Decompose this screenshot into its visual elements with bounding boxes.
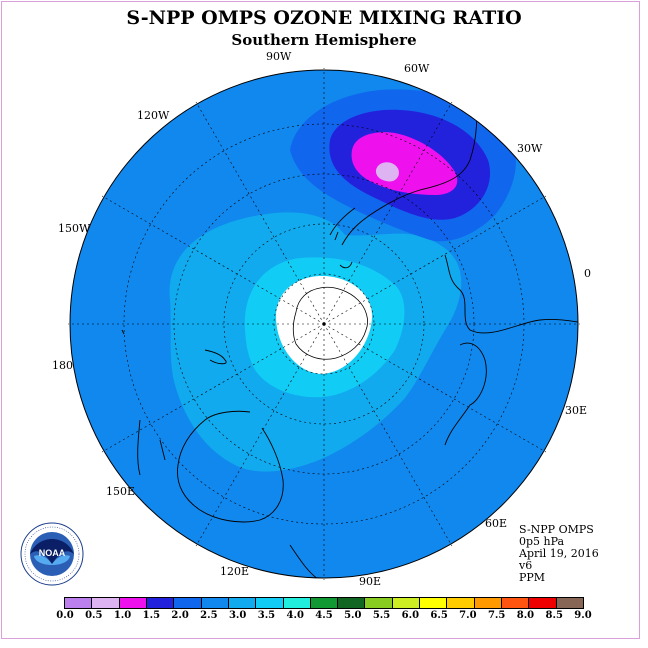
colorbar-swatch [256, 598, 284, 608]
colorbar-swatch [146, 598, 175, 608]
lon-label-90e: 90E [359, 575, 382, 588]
info-units: PPM [519, 571, 546, 584]
lon-label-60w: 60W [404, 62, 430, 75]
lon-label-120w: 120W [137, 109, 170, 122]
lon-label-60e: 60E [485, 517, 508, 530]
colorbar-swatch [119, 598, 147, 608]
info-version: v6 [519, 559, 533, 572]
colorbar-tick-label: 8.5 [545, 610, 563, 621]
colorbar-tick-label: 4.0 [286, 610, 304, 621]
ozone-field-0.5-1.0 [375, 162, 399, 182]
colorbar-tick-label: 9.0 [574, 610, 592, 621]
colorbar-tick-label: 0.5 [85, 610, 103, 621]
info-pressure: 0p5 hPa [519, 535, 565, 548]
map-boundary [69, 69, 579, 579]
colorbar-swatch [338, 598, 366, 608]
lon-label-120e: 120E [220, 565, 250, 578]
ozone-field-1.0-1.5 [351, 132, 458, 195]
colorbar-swatch [556, 598, 583, 608]
colorbar-tick-label: 8.0 [516, 610, 535, 621]
product-info: S-NPP OMPS 0p5 hPa April 19, 2016 v6 PPM [519, 524, 599, 584]
colorbar-swatch [310, 598, 339, 608]
info-date: April 19, 2016 [519, 547, 599, 560]
colorbar-tick-label: 1.5 [142, 610, 161, 621]
colorbar-tick-label: 5.0 [344, 610, 362, 621]
colorbar-swatch [65, 598, 93, 608]
colorbar-swatch [283, 598, 311, 608]
lon-label-150w: 150W [58, 222, 91, 235]
colorbar-swatch [201, 598, 229, 608]
colorbar-swatch [474, 598, 502, 608]
colorbar-swatch [502, 598, 530, 608]
lon-label-30w: 30W [517, 142, 543, 155]
colorbar-swatch [420, 598, 448, 608]
colorbar-swatch [392, 598, 421, 608]
colorbar-tick-label: 6.5 [430, 610, 448, 621]
noaa-logo-text: NOAA [39, 548, 66, 558]
lon-label-180: 180 [52, 359, 73, 372]
lon-label-0: 0 [584, 267, 591, 280]
antarctica-coast [292, 286, 368, 360]
colorbar-swatch [529, 598, 557, 608]
south-pole-marker [322, 322, 326, 326]
colorbar-swatch [174, 598, 202, 608]
coastlines [121, 70, 578, 578]
colorbar-tick-label: 5.5 [372, 610, 391, 621]
map-subtitle: Southern Hemisphere [231, 31, 417, 49]
figure-frame [1, 1, 640, 639]
graticule [68, 68, 580, 580]
map-title: S-NPP OMPS OZONE MIXING RATIO [126, 7, 522, 29]
colorbar [64, 597, 584, 609]
noaa-logo: NOAA [20, 522, 84, 586]
colorbar-tick-label: 0.0 [56, 610, 74, 621]
lon-label-150e: 150E [106, 485, 136, 498]
colorbar-tick-label: 1.0 [113, 610, 132, 621]
colorbar-tick-label: 3.0 [228, 610, 247, 621]
lon-label-30e: 30E [565, 404, 588, 417]
colorbar-swatch [365, 598, 393, 608]
colorbar-tick-label: 2.0 [171, 610, 189, 621]
colorbar-tick-label: 7.5 [487, 610, 506, 621]
colorbar-swatch [228, 598, 257, 608]
info-instrument: S-NPP OMPS [519, 523, 594, 536]
lon-label-90w: 90W [266, 50, 292, 63]
colorbar-tick-label: 4.5 [315, 610, 333, 621]
colorbar-swatch [92, 598, 120, 608]
colorbar-tick-label: 7.0 [459, 610, 477, 621]
colorbar-tick-label: 3.5 [257, 610, 276, 621]
colorbar-tick-label: 6.0 [401, 610, 420, 621]
colorbar-tick-label: 2.5 [200, 610, 218, 621]
colorbar-swatch [447, 598, 475, 608]
